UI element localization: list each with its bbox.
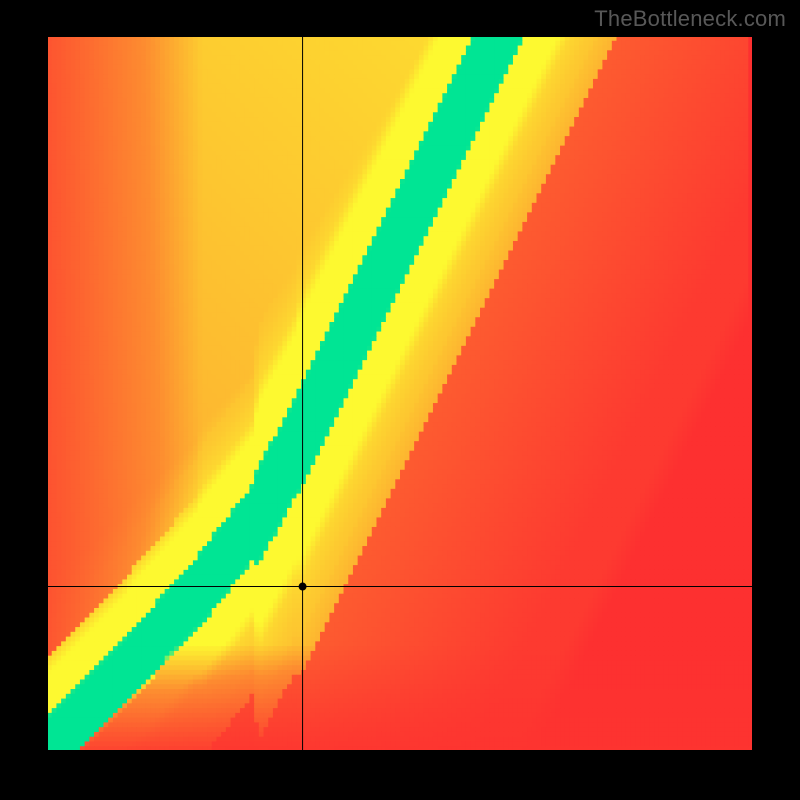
plot-area xyxy=(47,36,754,752)
crosshair-marker xyxy=(299,583,307,591)
watermark-label: TheBottleneck.com xyxy=(594,6,786,32)
heatmap-chart xyxy=(0,0,800,800)
heatmap-cells xyxy=(47,36,754,752)
